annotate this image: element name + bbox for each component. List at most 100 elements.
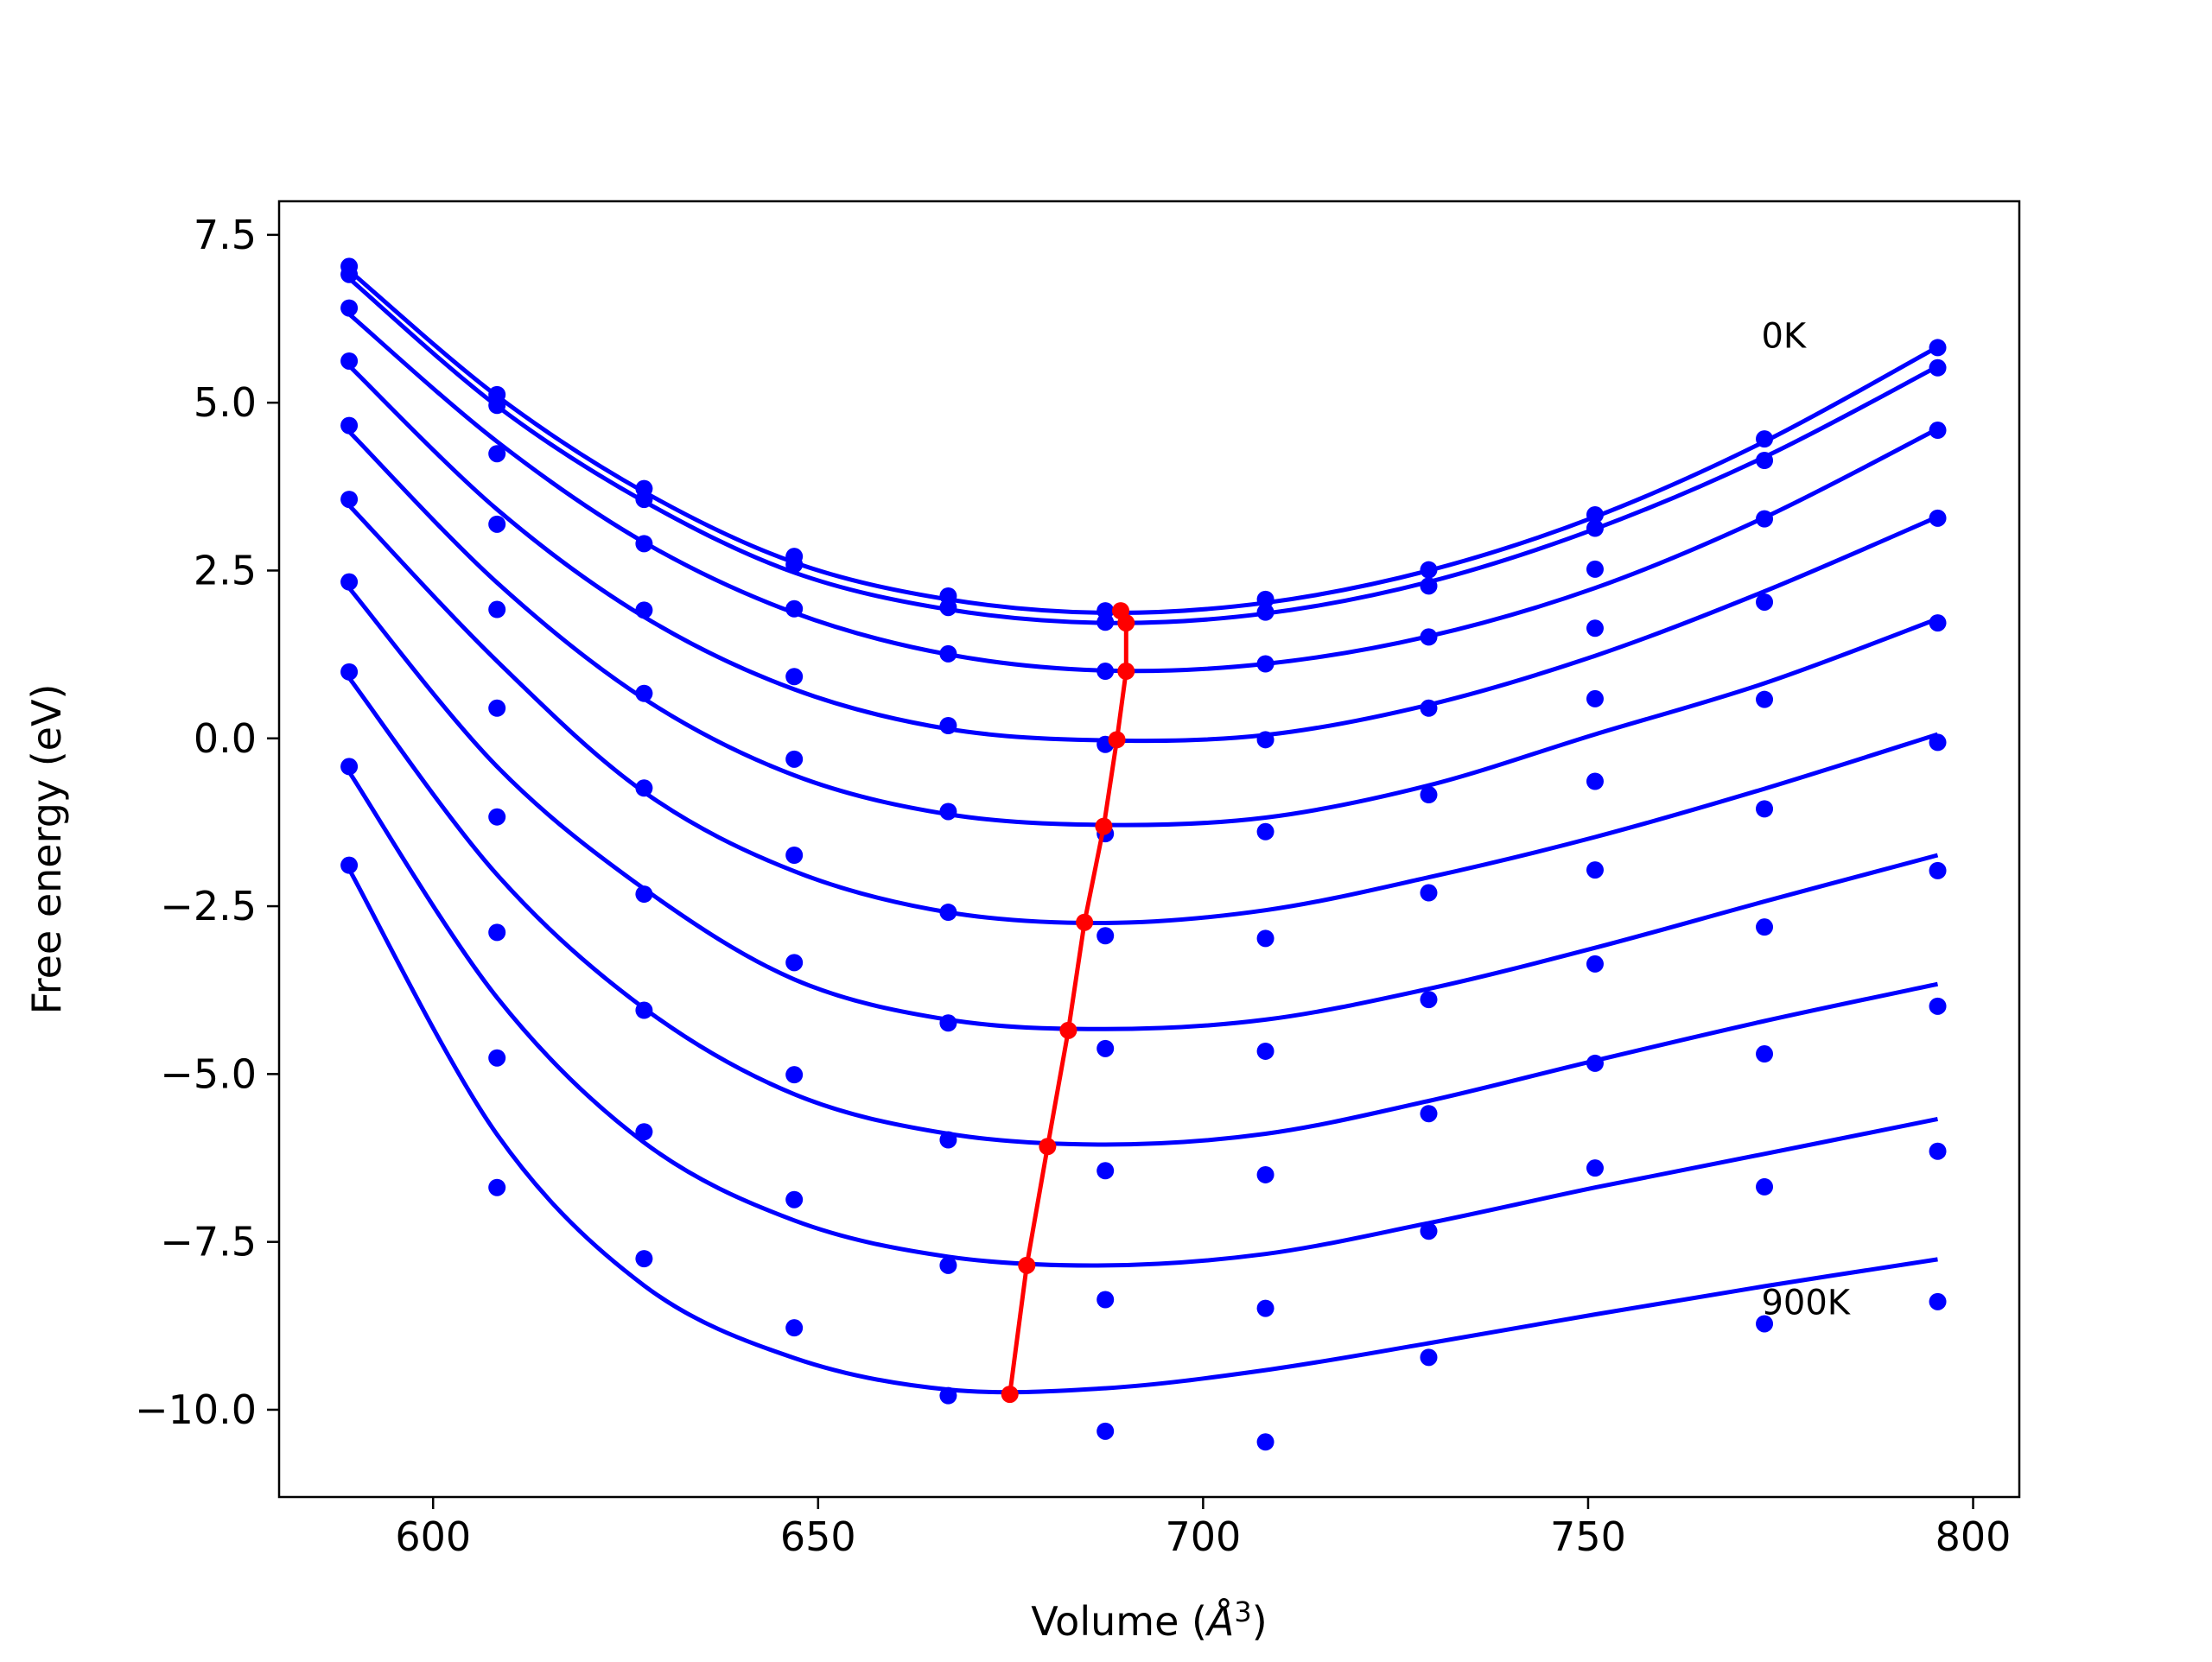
fit-curve	[347, 587, 1939, 1031]
data-point	[1929, 422, 1947, 440]
data-point	[1096, 1162, 1115, 1180]
data-point	[635, 601, 653, 619]
data-point	[1929, 1292, 1947, 1310]
fit-curve	[347, 771, 1938, 1268]
data-point	[939, 1014, 957, 1032]
data-point	[1420, 561, 1438, 579]
y-tick-label: −2.5	[160, 883, 257, 929]
data-point	[1756, 918, 1774, 936]
data-point	[1586, 689, 1604, 707]
plot-frame	[277, 200, 2021, 1499]
data-point	[1756, 1045, 1774, 1063]
data-point	[1756, 1315, 1774, 1333]
data-point	[939, 802, 957, 821]
x-axis-label-main: Volume (	[1031, 1598, 1207, 1645]
data-point	[1256, 590, 1274, 608]
data-point	[1586, 505, 1604, 523]
data-point	[340, 416, 359, 435]
data-point	[488, 808, 506, 826]
data-point	[1096, 1291, 1115, 1309]
data-point	[785, 668, 804, 686]
data-point	[1256, 655, 1274, 673]
data-point	[939, 1131, 957, 1149]
data-point	[340, 758, 359, 776]
data-point	[1256, 1165, 1274, 1183]
equilibrium-line	[1001, 602, 1135, 1404]
data-point	[785, 846, 804, 864]
data-point	[635, 1250, 653, 1268]
fit-curve	[346, 868, 1938, 1395]
data-points	[340, 257, 1947, 1451]
data-point	[1420, 786, 1438, 804]
x-tick-label: 750	[1550, 1513, 1626, 1560]
data-point	[1420, 1348, 1438, 1367]
x-axis-label: Volume (Å3)	[1031, 1595, 1267, 1645]
fit-curve	[347, 676, 1939, 1147]
data-point	[1096, 613, 1115, 631]
data-point	[1420, 1105, 1438, 1123]
equilibrium-point	[1018, 1256, 1036, 1274]
data-point	[1756, 1177, 1774, 1196]
data-point	[1096, 1422, 1115, 1440]
data-point	[340, 352, 359, 370]
y-tick-label: 2.5	[194, 547, 257, 593]
data-point	[340, 299, 359, 317]
data-point	[1420, 884, 1438, 902]
data-point	[1586, 519, 1604, 537]
data-point	[939, 716, 957, 734]
data-point	[635, 1001, 653, 1019]
data-point	[488, 699, 506, 717]
data-point	[635, 535, 653, 553]
tick-layer: 600 650 700 750 800 −10.0 −7.5 −5.0 −2.5 0.0 2.5 5.…	[135, 212, 2011, 1560]
data-point	[635, 684, 653, 702]
data-point	[1420, 628, 1438, 646]
data-point	[785, 1066, 804, 1084]
data-point	[1929, 861, 1947, 879]
equilibrium-point	[1059, 1021, 1077, 1039]
x-tick-label: 650	[780, 1513, 856, 1560]
data-point	[939, 599, 957, 617]
y-tick-label: 5.0	[194, 379, 257, 426]
data-point	[1420, 1222, 1438, 1240]
data-point	[939, 1386, 957, 1405]
data-point	[340, 856, 359, 874]
data-point	[1586, 619, 1604, 638]
equilibrium-point	[1117, 663, 1135, 681]
data-point	[1586, 861, 1604, 879]
data-point	[1420, 577, 1438, 595]
x-tick-label: 700	[1165, 1513, 1241, 1560]
data-point	[1256, 929, 1274, 948]
data-point	[488, 445, 506, 463]
equilibrium-point	[1039, 1138, 1057, 1156]
data-point	[488, 1049, 506, 1067]
equilibrium-point	[1117, 614, 1135, 632]
x-axis-label-close: )	[1252, 1598, 1268, 1645]
data-point	[1756, 593, 1774, 611]
data-point	[488, 396, 506, 415]
data-point	[1096, 1039, 1115, 1057]
data-point	[340, 265, 359, 283]
data-point	[1929, 358, 1947, 377]
data-point	[340, 573, 359, 591]
temperature-annotation: 0K	[1761, 316, 1807, 356]
data-point	[635, 491, 653, 509]
y-tick-label: −10.0	[135, 1386, 257, 1433]
data-point	[785, 1190, 804, 1208]
fit-curve	[347, 504, 1939, 926]
data-point	[785, 555, 804, 574]
data-point	[1586, 1054, 1604, 1072]
data-point	[1929, 509, 1947, 527]
data-point	[1256, 1042, 1274, 1060]
data-point	[1756, 430, 1774, 448]
x-axis-label-exponent: 3	[1234, 1595, 1251, 1628]
equilibrium-point	[1095, 817, 1113, 835]
data-point	[785, 599, 804, 618]
y-tick-label: 0.0	[194, 715, 257, 762]
data-point	[1256, 1299, 1274, 1317]
data-point	[1256, 822, 1274, 841]
data-point	[1256, 603, 1274, 621]
data-point	[939, 1256, 957, 1274]
x-tick-label: 800	[1936, 1513, 2012, 1560]
